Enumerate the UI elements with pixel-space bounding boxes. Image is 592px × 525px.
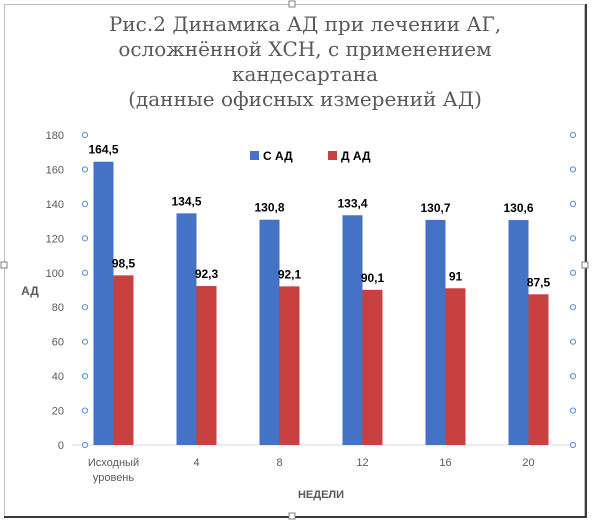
y-tick-label: 100	[46, 268, 64, 280]
data-label: 92,3	[195, 267, 219, 281]
resize-handle[interactable]	[81, 131, 89, 139]
y-tick-label: 0	[58, 440, 64, 452]
chart-title-line-1: Рис.2 Динамика АД при лечении АГ,	[108, 12, 502, 36]
bar-dad[interactable]	[528, 294, 549, 445]
legend-swatch	[250, 151, 259, 160]
y-tick-label: 160	[46, 164, 64, 176]
resize-handle[interactable]	[81, 407, 89, 414]
resize-handle[interactable]	[81, 338, 89, 345]
y-tick-label: 80	[52, 302, 64, 314]
bar-sad[interactable]	[425, 219, 446, 445]
chart-title-line-2: осложнённой ХСН, с применением кандесарт…	[118, 37, 492, 86]
bar-dad[interactable]	[362, 289, 383, 445]
x-tick-label: 4	[193, 457, 199, 469]
resize-handle[interactable]	[569, 304, 577, 311]
data-label: 133,4	[337, 196, 367, 210]
data-label: 92,1	[278, 267, 302, 281]
bar-sad[interactable]	[342, 215, 363, 445]
y-tick-label: 180	[46, 130, 64, 142]
resize-handle[interactable]	[569, 131, 577, 139]
y-tick-label: 20	[52, 406, 64, 418]
x-tick-label: 8	[276, 457, 282, 469]
y-axis-label: АД	[21, 284, 39, 298]
frame-shadow-right	[585, 4, 587, 518]
data-label: 130,6	[503, 201, 533, 215]
x-tick-label: 20	[522, 457, 534, 469]
data-label: 91	[449, 269, 463, 283]
resize-handle[interactable]	[569, 373, 577, 380]
bar-dad[interactable]	[445, 288, 466, 445]
resize-handle[interactable]	[569, 200, 577, 207]
y-tick-label: 40	[52, 371, 64, 383]
resize-handle[interactable]	[81, 269, 89, 276]
x-tick-label: 16	[439, 457, 451, 469]
resize-handle[interactable]	[81, 441, 89, 449]
resize-handle[interactable]	[569, 338, 577, 345]
x-axis-label: НЕДЕЛИ	[298, 489, 344, 501]
data-label: 90,1	[361, 271, 385, 285]
frame-handle[interactable]	[581, 261, 589, 269]
resize-handle[interactable]	[569, 441, 577, 449]
legend-label: С АД	[263, 149, 293, 163]
data-label: 130,7	[420, 201, 450, 215]
data-label: 98,5	[112, 256, 136, 270]
y-tick-label: 60	[52, 337, 64, 349]
chart-title-line-3: (данные офисных измерений АД)	[128, 87, 482, 111]
resize-handle[interactable]	[569, 166, 577, 173]
bar-dad[interactable]	[196, 286, 217, 445]
resize-handle[interactable]	[81, 166, 89, 173]
x-tick-label: Исходный	[88, 457, 139, 469]
frame-handle[interactable]	[288, 512, 296, 520]
data-label: 134,5	[171, 194, 201, 208]
data-label: 87,5	[527, 275, 551, 289]
data-label: 164,5	[88, 143, 118, 157]
bar-dad[interactable]	[279, 286, 300, 445]
x-tick-label: уровень	[93, 472, 135, 484]
bar-sad[interactable]	[259, 219, 280, 445]
resize-handle[interactable]	[81, 200, 89, 207]
bar-sad[interactable]	[508, 220, 529, 445]
y-tick-label: 120	[46, 233, 64, 245]
resize-handle[interactable]	[569, 235, 577, 242]
resize-handle[interactable]	[81, 373, 89, 380]
chart-title: Рис.2 Динамика АД при лечении АГ, осложн…	[60, 12, 550, 112]
resize-handle[interactable]	[81, 235, 89, 242]
bar-sad[interactable]	[176, 213, 197, 445]
bar-sad[interactable]	[93, 161, 114, 445]
data-label: 130,8	[254, 201, 284, 215]
resize-handle[interactable]	[81, 304, 89, 311]
bar-dad[interactable]	[113, 275, 134, 445]
resize-handle[interactable]	[569, 269, 577, 276]
frame-handle[interactable]	[0, 261, 8, 269]
resize-handle[interactable]	[569, 407, 577, 414]
legend-swatch	[328, 151, 337, 160]
legend-label: Д АД	[341, 149, 371, 163]
x-tick-label: 12	[356, 457, 368, 469]
y-tick-label: 140	[46, 199, 64, 211]
frame-handle[interactable]	[288, 0, 296, 8]
